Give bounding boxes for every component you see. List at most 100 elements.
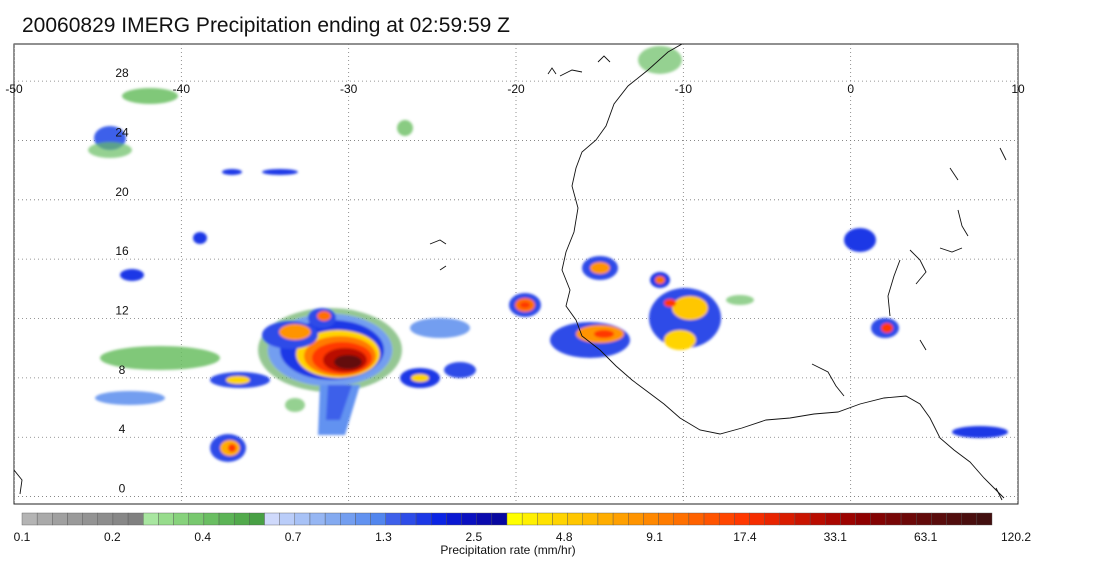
colorbar-swatch bbox=[567, 512, 583, 526]
colorbar-swatch bbox=[506, 512, 523, 526]
colorbar-tick: 9.1 bbox=[646, 530, 663, 544]
colorbar-swatch bbox=[355, 512, 371, 526]
lat-tick-label: 20 bbox=[115, 185, 129, 199]
colorbar-swatch bbox=[658, 512, 674, 526]
colorbar-swatch bbox=[249, 512, 265, 526]
lon-tick-label: -50 bbox=[5, 82, 23, 96]
colorbar-swatch bbox=[673, 512, 690, 526]
colorbar-swatch bbox=[158, 512, 174, 526]
colorbar-swatch bbox=[885, 512, 902, 526]
colorbar-label: Precipitation rate (mm/hr) bbox=[440, 543, 575, 557]
colorbar-swatch bbox=[446, 512, 462, 526]
lat-tick-label: 4 bbox=[119, 422, 126, 436]
colorbar-tick: 120.2 bbox=[1001, 530, 1031, 544]
colorbar-swatch bbox=[688, 512, 705, 526]
colorbar-swatch bbox=[870, 512, 887, 526]
colorbar-tick: 33.1 bbox=[824, 530, 848, 544]
lat-tick-label: 28 bbox=[115, 66, 129, 80]
colorbar-tick: 17.4 bbox=[733, 530, 757, 544]
colorbar-swatch bbox=[112, 512, 129, 526]
colorbar-tick: 63.1 bbox=[914, 530, 938, 544]
longitude-tick-labels: -50 -40 -30 -20 -10 0 10 bbox=[5, 82, 1025, 96]
colorbar-tick: 0.2 bbox=[104, 530, 121, 544]
colorbar-tick: 0.4 bbox=[194, 530, 211, 544]
colorbar-swatch bbox=[779, 512, 796, 526]
colorbar-swatch bbox=[233, 512, 250, 526]
colorbar-swatch bbox=[809, 512, 826, 526]
colorbar-swatch bbox=[431, 512, 447, 526]
colorbar-swatch bbox=[218, 512, 235, 526]
colorbar-swatch bbox=[643, 512, 659, 526]
colorbar-swatch bbox=[612, 512, 629, 526]
colorbar-swatch bbox=[825, 512, 841, 526]
colorbar-tick-labels: 0.1 0.2 0.4 0.7 1.3 2.5 4.8 9.1 17.4 33.1 63.1 120.… bbox=[14, 530, 1032, 544]
graticule bbox=[14, 44, 1018, 504]
colorbar-swatch bbox=[703, 512, 720, 526]
lon-tick-label: -10 bbox=[675, 82, 693, 96]
colorbar-swatch bbox=[931, 512, 947, 526]
colorbar-swatch bbox=[855, 512, 871, 526]
colorbar-swatch bbox=[82, 512, 98, 526]
lat-tick-label: 24 bbox=[115, 125, 129, 139]
colorbar-tick: 0.7 bbox=[285, 530, 302, 544]
colorbar-swatch bbox=[734, 512, 750, 526]
map-title: 20060829 IMERG Precipitation ending at 0… bbox=[22, 14, 510, 37]
map-frame bbox=[13, 43, 1019, 505]
colorbar-swatch bbox=[537, 512, 553, 526]
colorbar-swatch bbox=[370, 512, 386, 526]
colorbar-swatch bbox=[476, 512, 493, 526]
colorbar-swatch bbox=[340, 512, 356, 526]
lat-tick-label: 0 bbox=[119, 482, 126, 496]
colorbar-swatch bbox=[900, 512, 917, 526]
colorbar-swatch bbox=[582, 512, 599, 526]
latitude-tick-labels: 0 4 8 12 16 20 24 28 bbox=[115, 66, 129, 495]
colorbar-tick: 1.3 bbox=[375, 530, 392, 544]
colorbar-swatch bbox=[67, 512, 83, 526]
colorbar-swatch bbox=[794, 512, 811, 526]
colorbar-swatch bbox=[173, 512, 189, 526]
colorbar-swatch bbox=[976, 512, 993, 526]
coastline bbox=[14, 44, 1007, 501]
colorbar-swatch bbox=[52, 512, 68, 526]
lon-tick-label: 10 bbox=[1011, 82, 1025, 96]
lon-tick-label: -20 bbox=[507, 82, 525, 96]
colorbar-swatch bbox=[946, 512, 962, 526]
colorbar-swatch bbox=[21, 512, 38, 526]
colorbar-swatch bbox=[97, 512, 114, 526]
colorbar-tick: 0.1 bbox=[14, 530, 31, 544]
colorbar-swatch bbox=[552, 512, 568, 526]
colorbar-swatch bbox=[309, 512, 326, 526]
lon-tick-label: 0 bbox=[847, 82, 854, 96]
lat-tick-label: 12 bbox=[115, 304, 129, 318]
colorbar-swatch bbox=[188, 512, 205, 526]
colorbar-swatch bbox=[279, 512, 296, 526]
colorbar-tick: 2.5 bbox=[465, 530, 482, 544]
colorbar-swatch bbox=[324, 512, 341, 526]
lon-tick-label: -30 bbox=[340, 82, 358, 96]
colorbar bbox=[21, 512, 993, 526]
colorbar-tick: 4.8 bbox=[556, 530, 573, 544]
colorbar-swatch bbox=[749, 512, 765, 526]
colorbar-swatch bbox=[203, 512, 220, 526]
colorbar-swatch bbox=[521, 512, 538, 526]
colorbar-swatch bbox=[264, 512, 280, 526]
colorbar-swatch bbox=[628, 512, 644, 526]
colorbar-swatch bbox=[491, 512, 508, 526]
lat-tick-label: 16 bbox=[115, 244, 129, 258]
colorbar-swatch bbox=[597, 512, 614, 526]
colorbar-swatch bbox=[916, 512, 932, 526]
colorbar-swatch bbox=[961, 512, 978, 526]
colorbar-swatch bbox=[415, 512, 432, 526]
precipitation-field bbox=[88, 46, 1008, 462]
colorbar-swatch bbox=[718, 512, 735, 526]
colorbar-swatch bbox=[36, 512, 53, 526]
lat-tick-label: 8 bbox=[119, 363, 126, 377]
colorbar-swatch bbox=[461, 512, 477, 526]
colorbar-swatch bbox=[385, 512, 402, 526]
lon-tick-label: -40 bbox=[173, 82, 191, 96]
colorbar-swatch bbox=[127, 512, 144, 526]
colorbar-swatch bbox=[400, 512, 417, 526]
colorbar-swatch bbox=[764, 512, 781, 526]
colorbar-swatch bbox=[294, 512, 311, 526]
